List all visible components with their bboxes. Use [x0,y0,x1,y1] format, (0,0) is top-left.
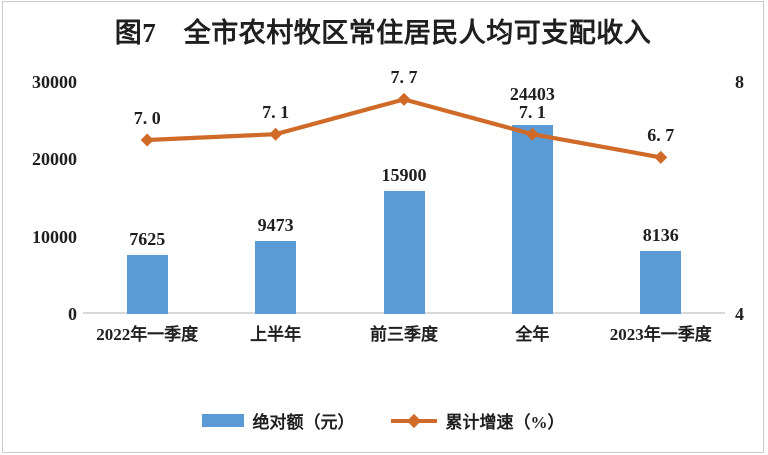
bar [383,191,425,314]
bar [126,255,168,314]
line-value-label: 7. 0 [133,108,161,128]
legend-label-absolute-amount: 绝对额（元） [252,413,355,432]
legend-label-growth-rate: 累计增速（%） [445,413,565,432]
x-axis-label: 前三季度 [370,325,438,344]
right-axis-tick: 8 [735,72,744,92]
x-axis-label: 上半年 [250,325,302,344]
bar-value-label: 7625 [129,229,166,250]
line-marker-diamond-icon [269,127,283,141]
right-axis-tick: 4 [735,304,744,324]
x-axis-label: 全年 [515,325,550,344]
bar [640,251,682,314]
legend-item-absolute-amount: 绝对额（元） [201,408,355,433]
legend-diamond-icon [406,413,421,428]
bar-value-label: 8136 [642,225,679,246]
line-series-swatch-icon [390,413,437,428]
bar [255,240,297,314]
legend: 绝对额（元） 累计增速（%） [3,408,763,433]
line-marker-diamond-icon [654,150,668,164]
line-marker-diamond-icon [397,92,411,106]
line-value-label: 7. 7 [390,67,418,88]
left-axis-tick: 0 [68,304,77,324]
bar [511,125,553,314]
bar-value-label: 9473 [257,214,294,235]
x-axis-label: 2022年一季度 [96,325,199,344]
chart-title: 图7 全市农村牧区常住居民人均可支配收入 [114,18,652,48]
left-axis-tick: 10000 [32,226,77,247]
legend-item-growth-rate: 累计增速（%） [390,408,565,433]
bar-value-label: 15900 [381,165,427,186]
line-value-label: 6. 7 [647,125,675,146]
left-axis-tick: 30000 [32,72,77,92]
left-axis-tick: 20000 [32,149,77,170]
trend-line [147,97,662,160]
x-axis-label: 2023年一季度 [609,325,712,344]
line-marker-diamond-icon [140,133,154,147]
line-value-label: 7. 1 [262,102,290,123]
line-value-label: 7. 1 [518,102,546,123]
bar-series-swatch-icon [201,414,244,427]
